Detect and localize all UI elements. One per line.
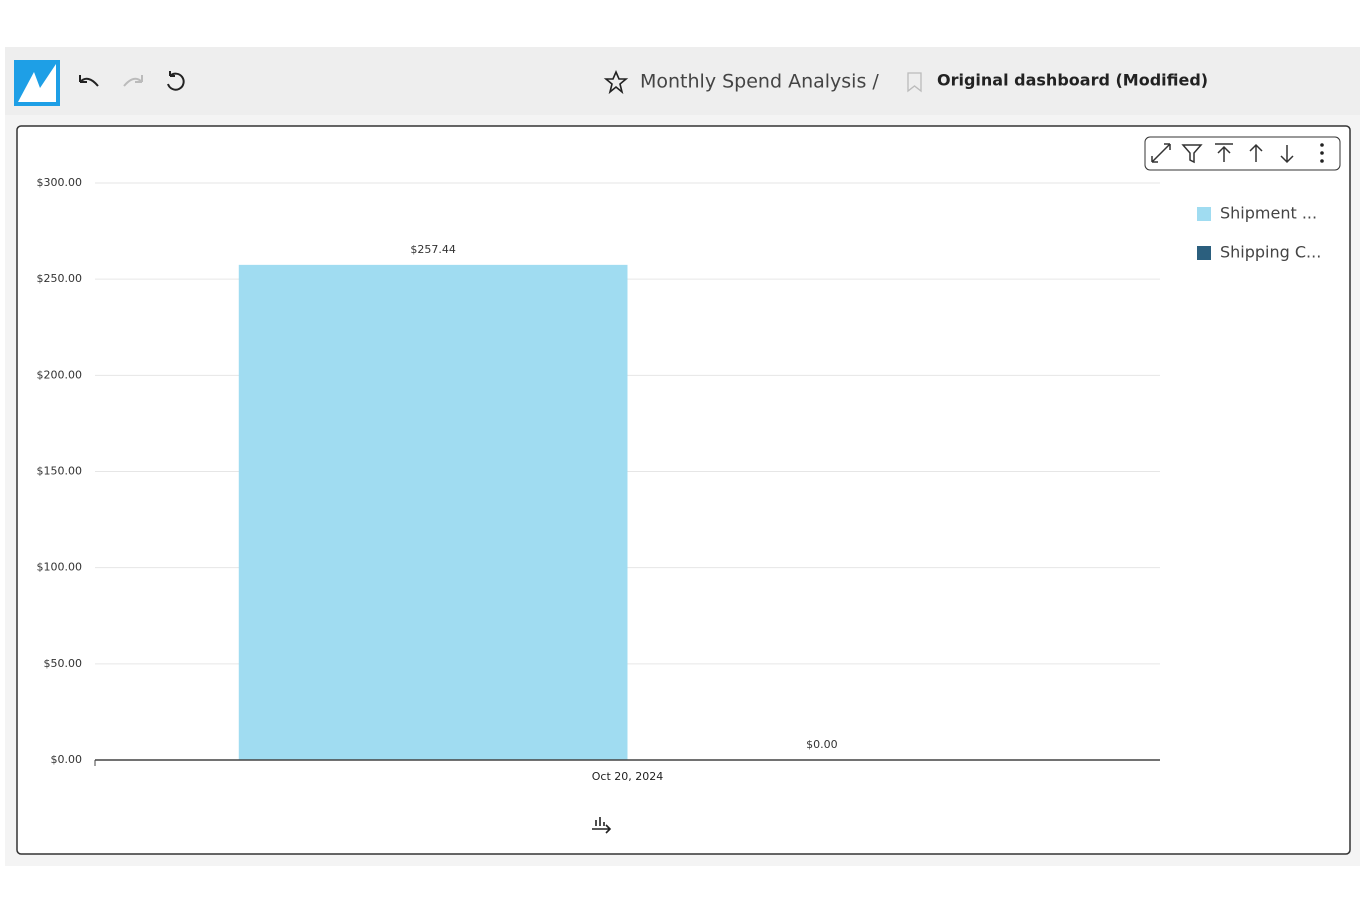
y-tick-label: $100.00	[37, 561, 83, 574]
sheet-name: Original dashboard (Modified)	[937, 71, 1208, 90]
y-tick-label: $300.00	[37, 176, 83, 189]
bookmark-icon[interactable]	[907, 72, 922, 93]
redo-button[interactable]	[123, 75, 143, 87]
legend-swatch	[1197, 207, 1211, 221]
y-tick-label: $250.00	[37, 272, 83, 285]
y-tick-label: $200.00	[37, 368, 83, 381]
legend-label: Shipment ...	[1220, 204, 1317, 223]
sort-top-button[interactable]	[1215, 143, 1233, 162]
visual-panel	[16, 125, 1351, 855]
y-tick-label: $0.00	[51, 753, 83, 766]
dashboard-title: Monthly Spend Analysis /	[640, 71, 879, 93]
data-label: $257.44	[410, 243, 456, 256]
sort-up-button[interactable]	[1249, 143, 1263, 162]
reset-button[interactable]	[167, 71, 185, 91]
axis-swap-button[interactable]	[592, 817, 612, 834]
legend-label: Shipping C...	[1220, 243, 1321, 262]
undo-button[interactable]	[79, 75, 99, 87]
bar	[238, 264, 628, 760]
expand-button[interactable]	[1151, 143, 1171, 163]
y-tick-label: $150.00	[37, 465, 83, 478]
data-label: $0.00	[806, 738, 838, 751]
more-button[interactable]	[1320, 143, 1324, 163]
legend-swatch	[1197, 246, 1211, 260]
toolbar	[5, 47, 1360, 115]
x-tick-label: Oct 20, 2024	[592, 770, 664, 783]
filter-button[interactable]	[1181, 144, 1203, 164]
favorite-button[interactable]	[603, 69, 629, 95]
y-tick-label: $50.00	[44, 657, 83, 670]
sort-down-button[interactable]	[1280, 145, 1294, 164]
logo-mark	[18, 64, 56, 102]
plot: $0.00 $50.00 $100.00 $150.00 $200.00 $250.00 $…	[37, 176, 1322, 783]
visual-menu	[1144, 136, 1341, 171]
